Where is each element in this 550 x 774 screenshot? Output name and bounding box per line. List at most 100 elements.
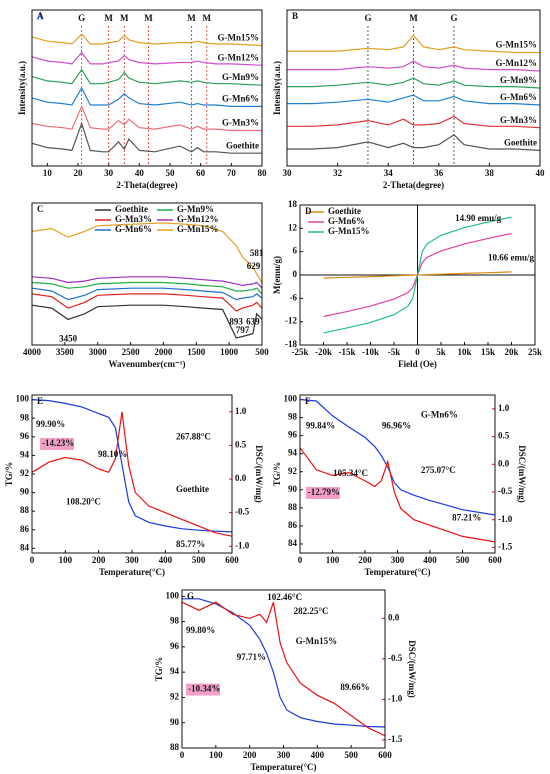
series-line	[31, 33, 263, 47]
x-tick-label: -10k	[362, 347, 379, 357]
annotation-box	[40, 437, 74, 450]
panel-letter: A	[37, 11, 44, 21]
x-tick-label: 500	[255, 347, 269, 357]
series-line	[287, 115, 541, 129]
y2-tick-label: -0.5	[388, 653, 403, 663]
y-tick-label: 100	[16, 394, 30, 404]
x-tick-label: 100	[59, 555, 73, 565]
x-tick-label: 20	[74, 168, 84, 178]
peak-annotation: 3450	[59, 333, 78, 343]
series-line	[287, 34, 540, 54]
series-line	[182, 598, 386, 728]
y-tick-label: 98	[20, 412, 30, 422]
annotation: 87.21%	[452, 512, 481, 522]
peak-label: M	[409, 13, 418, 23]
x-tick-label: 40	[135, 168, 145, 178]
annotation: 102.46°C	[267, 592, 302, 602]
x-tick-label: 500	[192, 555, 206, 565]
x-tick-label: 300	[125, 555, 139, 565]
y-tick-label: 92	[170, 692, 180, 702]
panel-letter: F	[305, 396, 311, 406]
y2-tick-label: 1.0	[235, 406, 247, 416]
series-line	[287, 60, 541, 72]
x-tick-label: 60	[196, 168, 206, 178]
y-tick-label: 92	[20, 468, 30, 478]
annotation: 267.88°C	[176, 432, 211, 442]
x-tick-label: 3500	[56, 347, 75, 357]
y-tick-label: 98	[170, 616, 180, 626]
y-tick-label: 6	[293, 246, 298, 256]
x-tick-label: 50	[166, 168, 176, 178]
x-tick-label: 3000	[89, 347, 108, 357]
y2-tick-label: -1.0	[498, 514, 513, 524]
x-tick-label: 15k	[481, 347, 495, 357]
y-tick-label: 92	[288, 466, 298, 476]
legend-label: G-Mn12%	[177, 214, 219, 224]
x-axis-label: 2-Theta(degree)	[383, 180, 444, 190]
annotation: 275.07°C	[421, 465, 456, 475]
x-tick-label: 100	[326, 555, 340, 565]
plot-frame	[31, 9, 263, 167]
x-tick-label: 30	[104, 168, 114, 178]
series-line	[31, 121, 262, 154]
series-line	[287, 134, 541, 151]
legend-label: G-Mn6%	[115, 224, 152, 234]
x-axis-label: Temperature(°C)	[364, 567, 430, 577]
annotation: 97.71%	[237, 652, 266, 662]
peak-annotation: 581	[250, 248, 264, 258]
series-line	[31, 104, 262, 132]
series-label: G-Mn15%	[218, 33, 260, 43]
x-tick-label: 0	[180, 750, 185, 760]
peak-label: G	[364, 13, 371, 23]
annotation: G-Mn15%	[296, 636, 338, 646]
annotation: 99.80%	[186, 625, 215, 635]
y-tick-label: 100	[284, 394, 298, 404]
y-tick-label: 86	[20, 524, 30, 534]
y2-tick-label: 0.0	[235, 473, 247, 483]
series-line	[31, 222, 263, 283]
y-tick-label: -18	[285, 339, 297, 349]
x-tick-label: 5k	[436, 347, 446, 357]
y-axis-label: Intensity(a.u.)	[17, 61, 27, 115]
series-label: G-Mn3%	[500, 115, 537, 125]
x-tick-label: 600	[378, 750, 392, 760]
annotation-box	[305, 486, 340, 499]
y-tick-label: 90	[20, 487, 30, 497]
y2-tick-label: 0.0	[498, 458, 510, 468]
y2-tick-label: 1.0	[498, 403, 510, 413]
series-line	[299, 447, 496, 543]
x-tick-label: 30	[283, 168, 293, 178]
annotation: 14.90 emu/g	[455, 213, 501, 223]
annotation: -12.79%	[308, 487, 340, 497]
x-tick-label: 0	[30, 555, 35, 565]
y2-tick-label: -0.5	[498, 486, 513, 496]
x-tick-label: -15k	[338, 347, 355, 357]
x-tick-label: -5k	[388, 347, 401, 357]
x-axis-label: Temperature(°C)	[99, 567, 165, 577]
annotation: 99.90%	[36, 419, 65, 429]
y-tick-label: 88	[20, 505, 30, 515]
peak-annotation: 639	[246, 316, 260, 326]
series-line	[31, 281, 263, 295]
series-line	[31, 287, 263, 301]
x-tick-label: 500	[456, 555, 470, 565]
peak-label: M	[104, 13, 113, 23]
series-line	[323, 216, 512, 334]
y2-tick-label: 0.5	[235, 439, 247, 449]
x-tick-label: 300	[391, 555, 405, 565]
x-tick-label: -20k	[315, 347, 332, 357]
y-tick-label: -12	[285, 316, 297, 326]
series-line	[31, 399, 233, 533]
annotation: 105.34°C	[333, 468, 368, 478]
panel-letter: B	[292, 11, 298, 21]
panel-letter: C	[37, 204, 44, 214]
y2-tick-label: -1.0	[388, 693, 403, 703]
x-axis-label: 2-Theta(degree)	[116, 180, 177, 190]
plot-frame	[181, 589, 386, 749]
legend-label: Goethite	[115, 204, 148, 214]
y2-axis-label: DSC/(mW/mg)	[407, 640, 417, 698]
x-tick-label: 70	[227, 168, 237, 178]
x-tick-label: 200	[92, 555, 106, 565]
y-tick-label: 18	[288, 199, 298, 209]
